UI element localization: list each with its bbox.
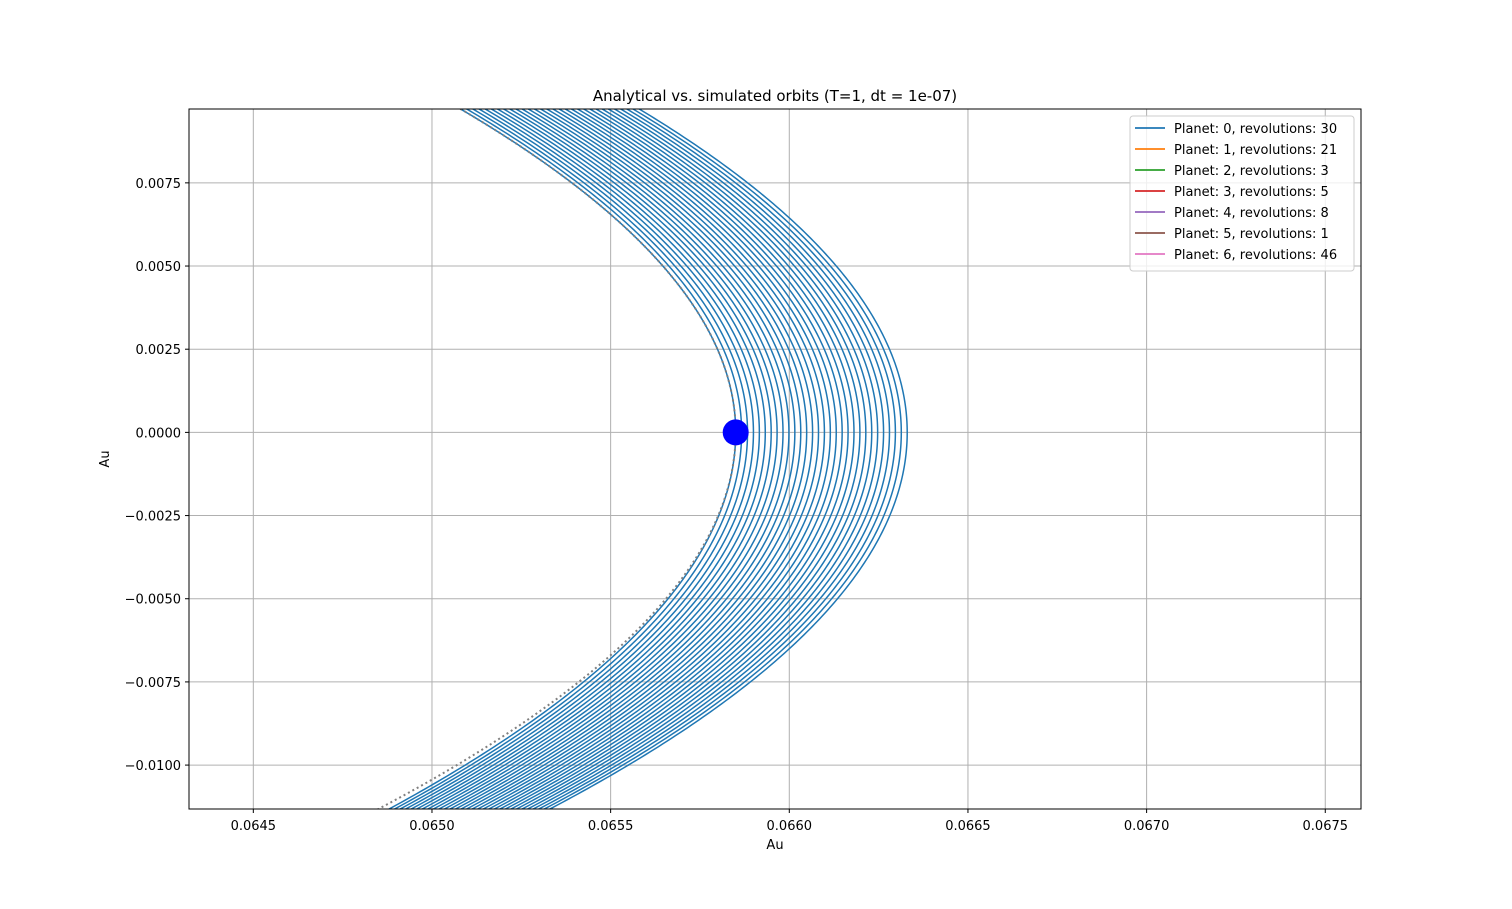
legend-entry-label: Planet: 3, revolutions: 5 <box>1174 185 1329 200</box>
y-tick-label: −0.0025 <box>125 510 181 525</box>
x-tick-label: 0.0645 <box>231 819 277 834</box>
x-tick-label: 0.0650 <box>409 819 455 834</box>
x-tick-label: 0.0665 <box>945 819 991 834</box>
simulated-orbit-line <box>481 109 837 809</box>
simulated-orbit-line <box>537 109 897 809</box>
y-tick-label: 0.0050 <box>136 260 182 275</box>
legend-entry-label: Planet: 1, revolutions: 21 <box>1174 143 1337 158</box>
simulated-orbit-line <box>448 109 802 809</box>
simulated-orbit-line <box>409 109 761 809</box>
star-marker <box>722 419 749 446</box>
legend: Planet: 0, revolutions: 30 Planet: 1, rev… <box>1129 115 1355 272</box>
legend-entry-label: Planet: 2, revolutions: 3 <box>1174 164 1329 179</box>
simulated-orbit-line <box>492 109 849 809</box>
simulated-orbit-line <box>470 109 826 809</box>
simulated-orbit-line <box>526 109 885 809</box>
x-tick-label: 0.0660 <box>767 819 813 834</box>
simulated-orbit-line <box>437 109 790 809</box>
analytical-orbit-line <box>376 109 737 809</box>
simulated-orbit-line <box>404 109 755 809</box>
simulated-orbit-line <box>398 109 749 809</box>
x-tick-label: 0.0675 <box>1303 819 1349 834</box>
legend-entry-label: Planet: 0, revolutions: 30 <box>1174 122 1337 137</box>
y-axis-label: Au <box>98 450 113 467</box>
simulated-orbit-line <box>431 109 784 809</box>
simulated-orbit-line <box>548 109 908 809</box>
plot-area <box>376 109 908 809</box>
simulated-orbit-line <box>459 109 814 809</box>
simulated-orbit-line <box>476 109 832 809</box>
legend-entry-label: Planet: 5, revolutions: 1 <box>1174 227 1329 242</box>
legend-entry-label: Planet: 4, revolutions: 8 <box>1174 206 1329 221</box>
ticks: 0.0645 0.0650 0.0655 0.0660 0.0665 0.0670 0.06… <box>125 177 1348 834</box>
grid <box>189 109 1361 809</box>
simulated-orbit-line <box>420 109 772 809</box>
simulated-orbit-line <box>442 109 796 809</box>
y-tick-label: 0.0000 <box>136 426 182 441</box>
simulated-orbit-line <box>503 109 861 809</box>
x-tick-label: 0.0670 <box>1124 819 1170 834</box>
y-tick-label: −0.0100 <box>125 759 181 774</box>
simulated-orbit-line <box>393 109 743 809</box>
legend-box <box>1129 115 1355 272</box>
x-axis-label: Au <box>766 838 783 853</box>
y-tick-label: −0.0075 <box>125 676 181 691</box>
simulated-orbit-line <box>509 109 867 809</box>
simulated-orbit-line <box>515 109 873 809</box>
simulated-orbit-line <box>487 109 843 809</box>
simulated-orbit-line <box>426 109 778 809</box>
simulated-orbit-line <box>454 109 808 809</box>
simulated-orbit-line <box>415 109 767 809</box>
simulated-orbit-line <box>465 109 820 809</box>
simulated-orbit-line <box>498 109 855 809</box>
y-tick-label: −0.0050 <box>125 593 181 608</box>
simulated-orbit-line <box>531 109 891 809</box>
simulated-orbit-line <box>542 109 903 809</box>
simulated-orbit-line <box>520 109 879 809</box>
axes-frame <box>188 108 1362 810</box>
y-tick-label: 0.0025 <box>136 343 182 358</box>
y-tick-label: 0.0075 <box>136 177 182 192</box>
legend-entry-label: Planet: 6, revolutions: 46 <box>1174 248 1337 263</box>
x-tick-label: 0.0655 <box>588 819 634 834</box>
chart-title: Analytical vs. simulated orbits (T=1, dt… <box>593 87 957 105</box>
